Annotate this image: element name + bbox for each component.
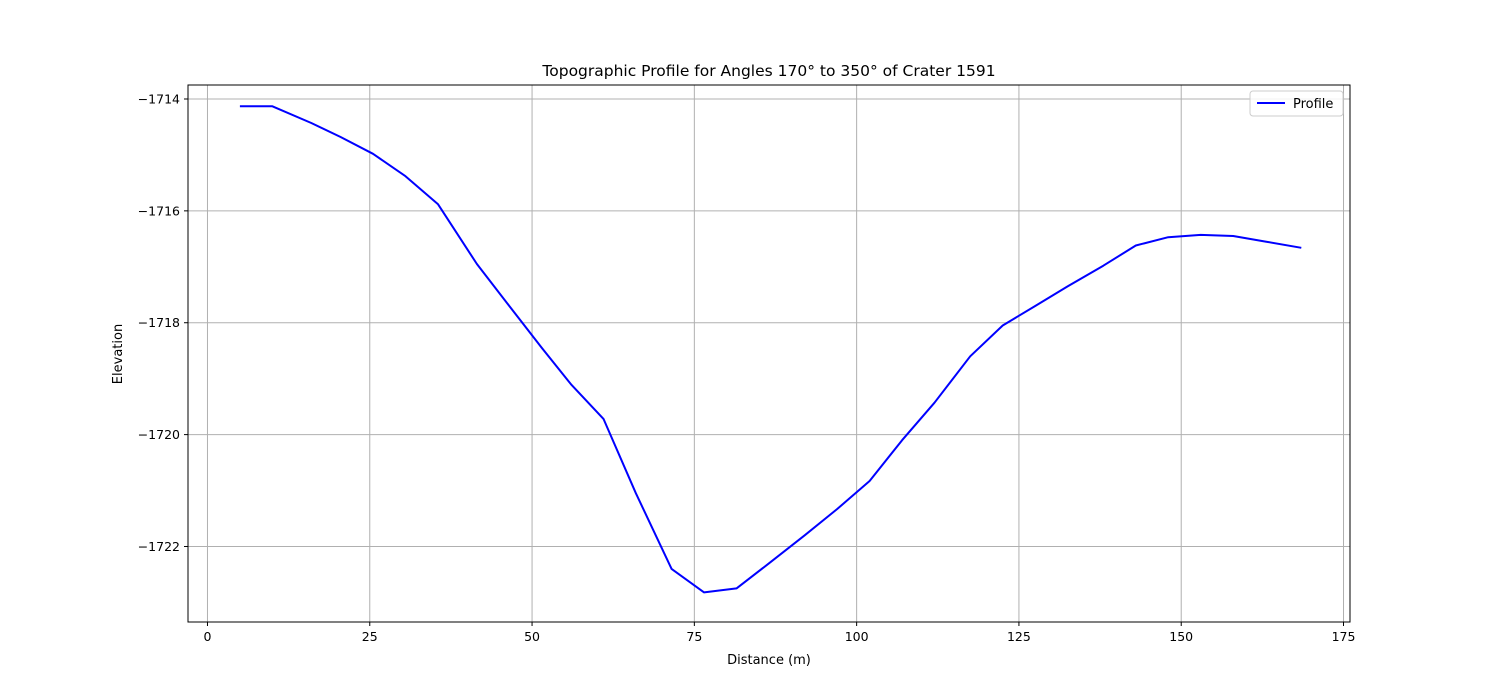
y-tick-label: −1720 xyxy=(138,427,180,442)
series-layer xyxy=(239,105,1302,594)
x-tick-label: 25 xyxy=(362,629,378,644)
x-axis-label: Distance (m) xyxy=(727,653,811,668)
x-tick-label: 150 xyxy=(1169,629,1193,644)
y-tick-label: −1722 xyxy=(138,539,180,554)
legend-label-profile: Profile xyxy=(1293,97,1333,112)
y-tick-label: −1714 xyxy=(138,91,180,106)
ticks: 0 25 50 75 100 125 150 175 −1714 −1716 −1718 −1720 −… xyxy=(138,91,1356,644)
x-tick-label: 125 xyxy=(1007,629,1031,644)
y-axis-label: Elevation xyxy=(111,324,126,384)
legend-box xyxy=(1249,90,1344,117)
chart-title: Topographic Profile for Angles 170° to 3… xyxy=(541,62,995,80)
grid xyxy=(188,85,1350,622)
legend: Profile xyxy=(1249,90,1344,117)
x-tick-label: 50 xyxy=(524,629,540,644)
x-tick-label: 75 xyxy=(686,629,702,644)
y-tick-label: −1716 xyxy=(138,203,180,218)
x-tick-label: 0 xyxy=(203,629,211,644)
x-tick-label: 175 xyxy=(1332,629,1356,644)
plot-frame xyxy=(187,84,1351,623)
y-tick-label: −1718 xyxy=(138,315,180,330)
x-tick-label: 100 xyxy=(845,629,869,644)
series-line-profile xyxy=(239,105,1302,594)
